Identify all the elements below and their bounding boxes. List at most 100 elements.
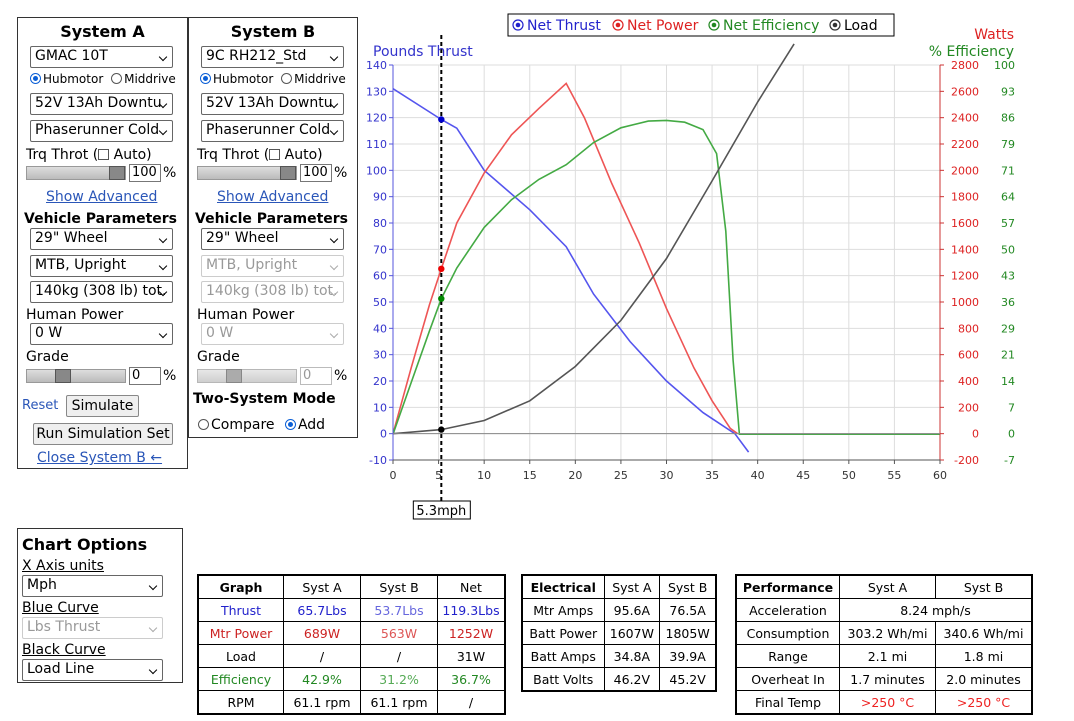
percent-label: % <box>163 368 177 384</box>
y-eff-tick-label: 100 <box>994 59 1015 72</box>
table-cell: >250 °C <box>839 690 936 714</box>
system-b-battery-select[interactable]: 52V 13Ah Downtu <box>201 93 344 115</box>
system-a-human-power-select[interactable]: 0 W <box>30 323 173 345</box>
middrive-radio[interactable] <box>111 73 123 84</box>
x-axis-units-select[interactable]: Mph <box>22 575 163 597</box>
x-tick-label: 35 <box>705 469 719 482</box>
system-b-grade-slider[interactable] <box>197 369 297 383</box>
legend-item-load[interactable]: Load <box>829 18 878 34</box>
system-b-throttle-slider[interactable] <box>197 166 297 180</box>
system-a-controller-select[interactable]: Phaserunner Cold <box>30 120 173 142</box>
x-tick-label: 0 <box>390 469 397 482</box>
row-label: Final Temp <box>736 690 840 714</box>
system-a-wheel-select[interactable]: 29" Wheel <box>30 228 173 250</box>
table-cell: 1607W <box>603 621 661 645</box>
y-left-tick-label: 30 <box>373 349 387 362</box>
table-cell: 31.2% <box>360 667 438 691</box>
legend-item-net-efficiency[interactable]: Net Efficiency <box>708 18 819 34</box>
system-a-battery-select[interactable]: 52V 13Ah Downtu <box>30 93 173 115</box>
x-axis-units-label: X Axis units <box>22 558 104 574</box>
system-b-motor-type: Hubmotor Middrive <box>200 72 346 86</box>
black-curve-select[interactable]: Load Line <box>22 659 163 681</box>
system-b-grade-input[interactable]: 0 <box>300 367 332 385</box>
compare-radio[interactable] <box>198 419 209 430</box>
system-a-show-advanced-link[interactable]: Show Advanced <box>46 189 158 205</box>
y-watts-tick-label: 2000 <box>951 164 979 177</box>
middrive-radio[interactable] <box>281 73 293 84</box>
system-b-frame-select[interactable]: MTB, Upright <box>201 255 344 277</box>
system-b-wheel-select[interactable]: 29" Wheel <box>201 228 344 250</box>
hubmotor-radio[interactable] <box>30 73 41 84</box>
table-row: Efficiency 42.9% 31.2% 36.7% <box>198 667 505 691</box>
simulate-button[interactable]: Simulate <box>66 395 139 417</box>
system-b-weight-select[interactable]: 140kg (308 lb) tot. <box>201 281 344 303</box>
slider-thumb[interactable] <box>55 369 71 383</box>
watts-axis-title: Watts <box>974 27 1014 43</box>
blue-curve-select[interactable]: Lbs Thrust <box>22 617 163 639</box>
legend-item-net-power[interactable]: Net Power <box>612 18 699 34</box>
vehicle-params-heading: Vehicle Parameters <box>195 211 348 227</box>
system-a-motor-select[interactable]: GMAC 10T <box>30 46 173 68</box>
table-row: Overheat In 1.7 minutes 2.0 minutes <box>736 667 1032 691</box>
system-b-show-advanced-link[interactable]: Show Advanced <box>217 189 329 205</box>
header-cell: Net <box>437 575 505 599</box>
system-a-throttle-slider[interactable] <box>26 166 126 180</box>
row-label: Mtr Power <box>198 621 284 645</box>
series-line-net-efficiency <box>393 119 940 436</box>
table-row: Final Temp >250 °C >250 °C <box>736 690 1032 714</box>
add-radio[interactable] <box>284 419 296 430</box>
system-a-grade-input[interactable]: 0 <box>129 367 161 385</box>
y-eff-tick-label: 71 <box>1001 164 1015 177</box>
slider-thumb[interactable] <box>109 166 125 180</box>
header-cell: Syst B <box>659 575 716 599</box>
legend-radio-dot <box>515 22 521 28</box>
table-cell: 61.1 rpm <box>360 690 438 714</box>
y-watts-tick-label: 200 <box>958 401 979 414</box>
legend-radio-dot <box>615 22 621 28</box>
header-cell: Syst A <box>283 575 361 599</box>
legend-item-net-thrust[interactable]: Net Thrust <box>512 18 601 34</box>
x-tick-label: 10 <box>477 469 491 482</box>
y-watts-tick-label: 600 <box>958 349 979 362</box>
system-b-motor-select[interactable]: 9C RH212_Std <box>201 46 344 68</box>
system-b-human-power-select[interactable]: 0 W <box>201 323 344 345</box>
table-row: Batt Amps 34.8A 39.9A <box>522 644 716 668</box>
middrive-label: Middrive <box>124 72 176 86</box>
table-header-row: Graph Syst A Syst B Net <box>198 575 505 599</box>
system-b-controller-select[interactable]: Phaserunner Cold <box>201 120 344 142</box>
row-label: Efficiency <box>198 667 284 691</box>
close-system-b-link[interactable]: Close System B ← <box>37 450 163 466</box>
y-eff-tick-label: 64 <box>1001 191 1015 204</box>
auto-checkbox[interactable] <box>98 149 110 160</box>
y-left-tick-label: 140 <box>366 59 387 72</box>
run-simulation-set-button[interactable]: Run Simulation Set <box>33 423 173 445</box>
series-line-net-power <box>393 82 739 435</box>
auto-checkbox[interactable] <box>269 149 281 160</box>
system-a-weight-select[interactable]: 140kg (308 lb) tot. <box>30 281 173 303</box>
y-watts-tick-label: 1600 <box>951 217 979 230</box>
system-a-frame-select[interactable]: MTB, Upright <box>30 255 173 277</box>
hubmotor-radio[interactable] <box>200 73 211 84</box>
row-label: Thrust <box>198 598 284 622</box>
chart-options-title: Chart Options <box>22 535 148 554</box>
header-cell: Syst B <box>935 575 1032 599</box>
y-eff-tick-label: 79 <box>1001 138 1015 151</box>
x-tick-label: 40 <box>751 469 765 482</box>
y-watts-tick-label: 1800 <box>951 191 979 204</box>
slider-thumb[interactable] <box>280 166 296 180</box>
system-a-throttle-input[interactable]: 100 <box>129 164 161 182</box>
table-cell: 689W <box>283 621 361 645</box>
blue-curve-label: Blue Curve <box>22 600 99 616</box>
legend-label: Load <box>844 18 878 34</box>
y-eff-tick-label: 43 <box>1001 270 1015 283</box>
table-cell: 31W <box>437 644 505 668</box>
system-a-trq-throt: Trq Throt ( Auto) <box>26 147 152 163</box>
series-line-net-thrust <box>393 88 750 453</box>
system-b-throttle-input[interactable]: 100 <box>300 164 332 182</box>
x-tick-label: 20 <box>568 469 582 482</box>
y-left-tick-label: 60 <box>373 270 387 283</box>
slider-thumb[interactable] <box>226 369 242 383</box>
reset-link[interactable]: Reset <box>22 398 59 413</box>
system-a-grade-slider[interactable] <box>26 369 126 383</box>
